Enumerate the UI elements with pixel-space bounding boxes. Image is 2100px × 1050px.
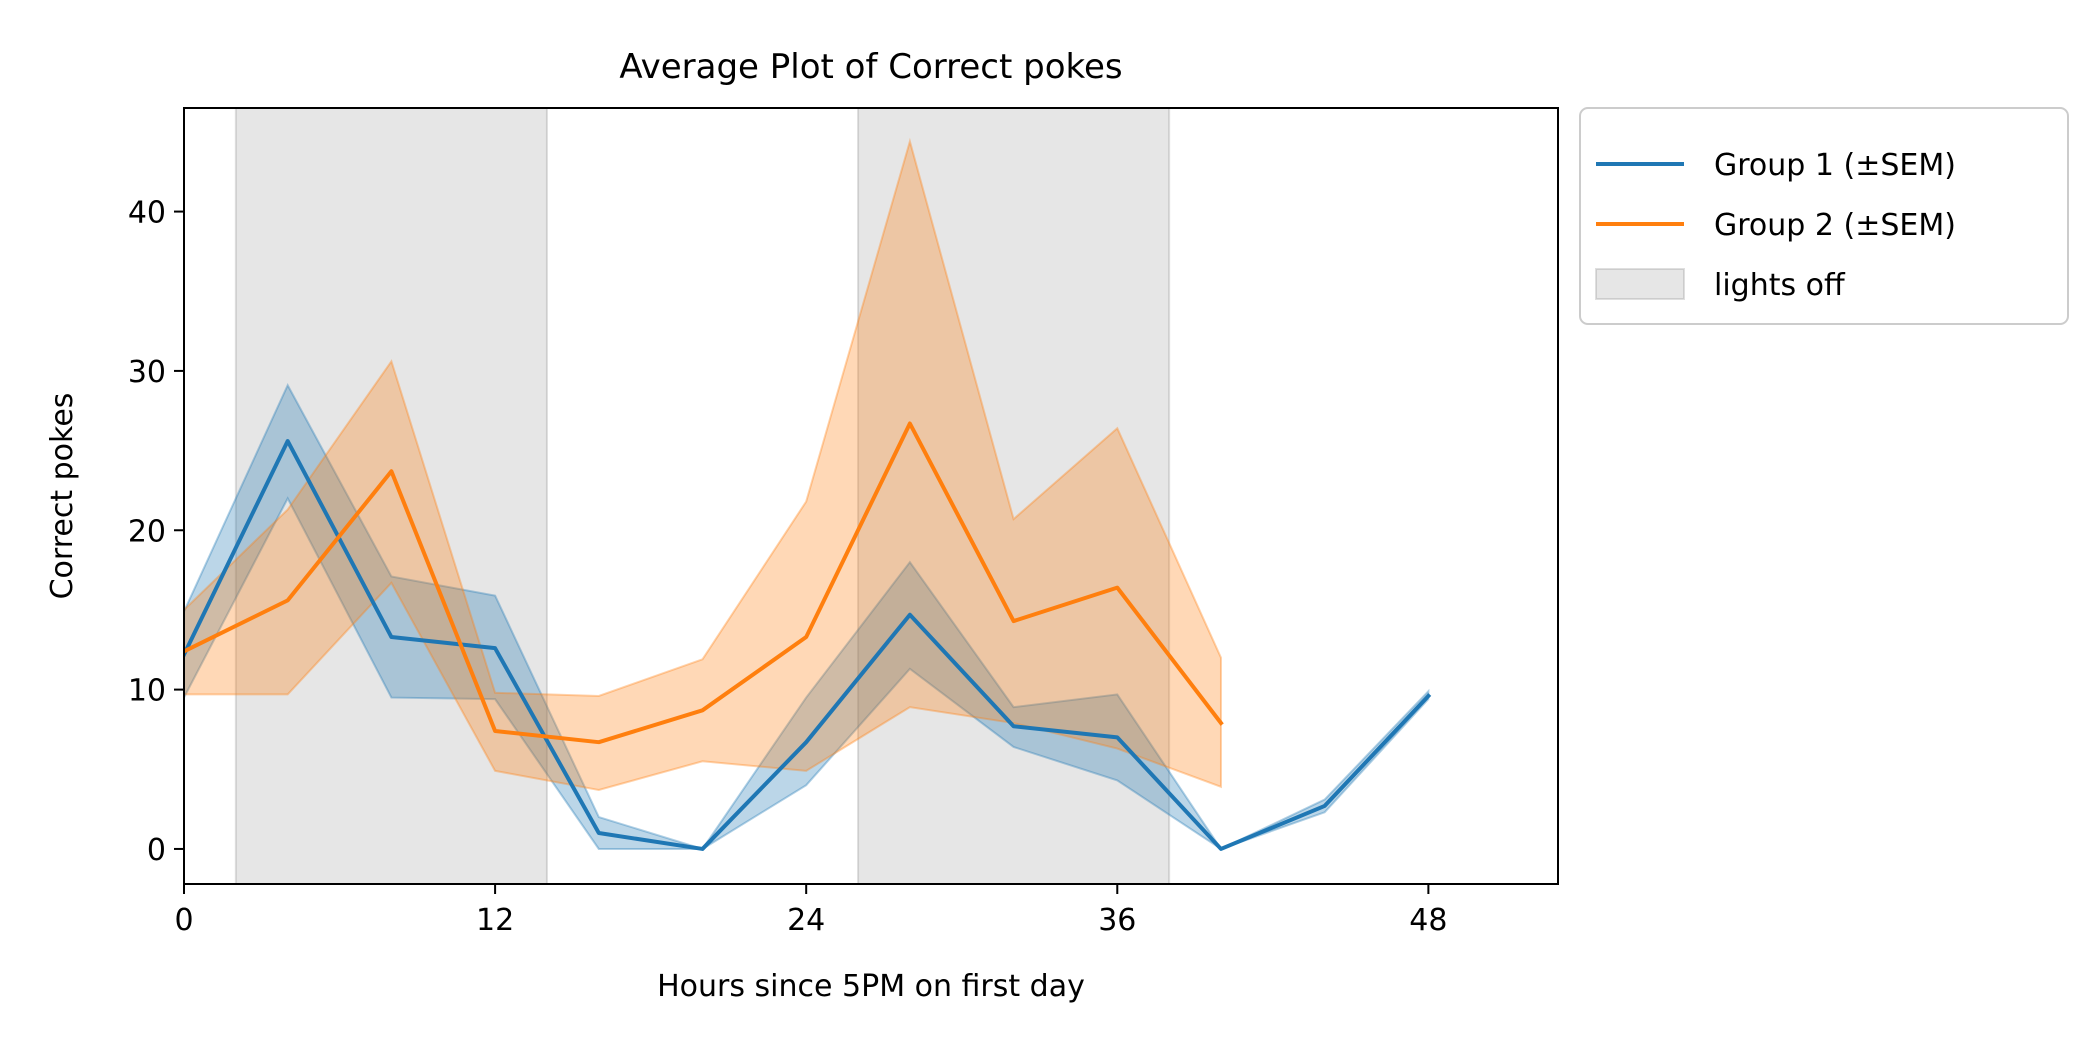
y-tick-label: 10	[128, 674, 166, 709]
plot-inner	[184, 108, 1432, 884]
legend-label: lights off	[1714, 268, 1846, 303]
x-tick-label: 24	[787, 903, 825, 938]
lights-off-region-1	[234, 108, 548, 884]
axis-ticks: 0 12 24 36 48 0 10 20 30 40	[128, 196, 1448, 938]
legend-label: Group 2 (±SEM)	[1714, 208, 1956, 243]
legend-swatch-patch	[1595, 268, 1685, 300]
sem-band-group-2	[184, 137, 1222, 792]
x-tick-label: 12	[476, 903, 514, 938]
y-tick-label: 20	[128, 514, 166, 549]
y-tick-label: 40	[128, 196, 166, 231]
lights-off-region-2	[857, 108, 1171, 884]
plot-area	[184, 108, 1432, 884]
sem-band-group-1	[184, 383, 1430, 851]
y-tick-label: 30	[128, 355, 166, 390]
axes-frame	[183, 107, 1559, 885]
series-line-group-1	[184, 439, 1432, 851]
chart-title: Average Plot of Correct pokes	[619, 47, 1122, 87]
series-line-group-2	[184, 421, 1224, 745]
x-axis-label: Hours since 5PM on first day	[657, 969, 1085, 1004]
x-tick-label: 0	[174, 903, 193, 938]
x-tick-label: 36	[1098, 903, 1136, 938]
legend-box	[1579, 107, 2069, 325]
y-tick-label: 0	[147, 833, 166, 868]
legend: Group 1 (±SEM) Group 2 (±SEM) lights off	[1579, 107, 2069, 325]
y-axis-label: Correct pokes	[45, 393, 80, 600]
x-tick-label: 48	[1409, 903, 1447, 938]
legend-label: Group 1 (±SEM)	[1714, 148, 1956, 183]
